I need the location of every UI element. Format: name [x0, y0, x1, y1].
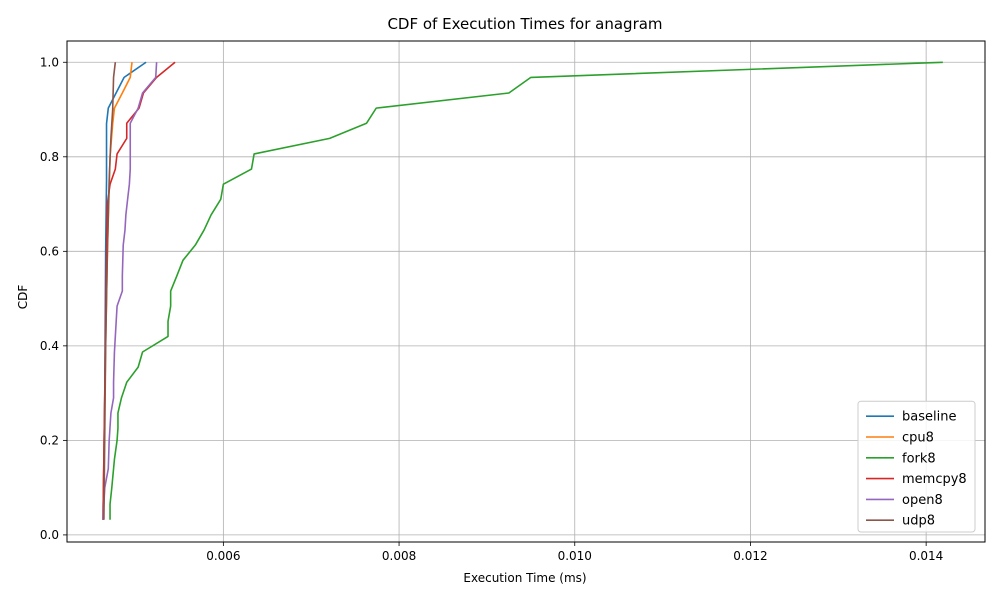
- legend: baseline cpu8 fork8 memcpy8 open8 udp8: [857, 400, 976, 533]
- legend-label-memcpy8: memcpy8: [902, 472, 967, 487]
- series-lines: [102, 61, 943, 520]
- plot-frame: [66, 40, 986, 543]
- x-tick-label: 0.014: [909, 549, 943, 563]
- y-tick-label: 0.8: [40, 150, 59, 164]
- series-line-udp8: [103, 62, 117, 520]
- series-line-open8: [102, 62, 158, 520]
- x-tick-label: 0.010: [558, 549, 592, 563]
- x-tick-label: 0.006: [206, 549, 240, 563]
- y-tick-label: 0.6: [40, 244, 59, 258]
- y-tick-label: 0.0: [40, 528, 59, 542]
- legend-label-baseline: baseline: [902, 410, 956, 425]
- legend-label-cpu8: cpu8: [902, 431, 934, 446]
- y-tick-label: 0.4: [40, 339, 59, 353]
- series-line-fork8: [109, 61, 943, 520]
- legend-label-fork8: fork8: [902, 451, 936, 466]
- grid-lines: [67, 41, 985, 542]
- x-axis-label: Execution Time (ms): [463, 571, 586, 585]
- x-tick-label: 0.012: [733, 549, 767, 563]
- chart-title: CDF of Execution Times for anagram: [387, 15, 662, 33]
- y-axis-ticks: 0.0 0.2 0.4 0.6 0.8 1.0: [40, 55, 67, 542]
- y-axis-label: CDF: [16, 285, 30, 310]
- legend-label-udp8: udp8: [902, 514, 935, 529]
- legend-label-open8: open8: [902, 493, 943, 508]
- x-axis-ticks: 0.006 0.008 0.010 0.012 0.014: [206, 542, 943, 563]
- y-tick-label: 0.2: [40, 433, 59, 447]
- y-tick-label: 1.0: [40, 55, 59, 69]
- x-tick-label: 0.008: [382, 549, 416, 563]
